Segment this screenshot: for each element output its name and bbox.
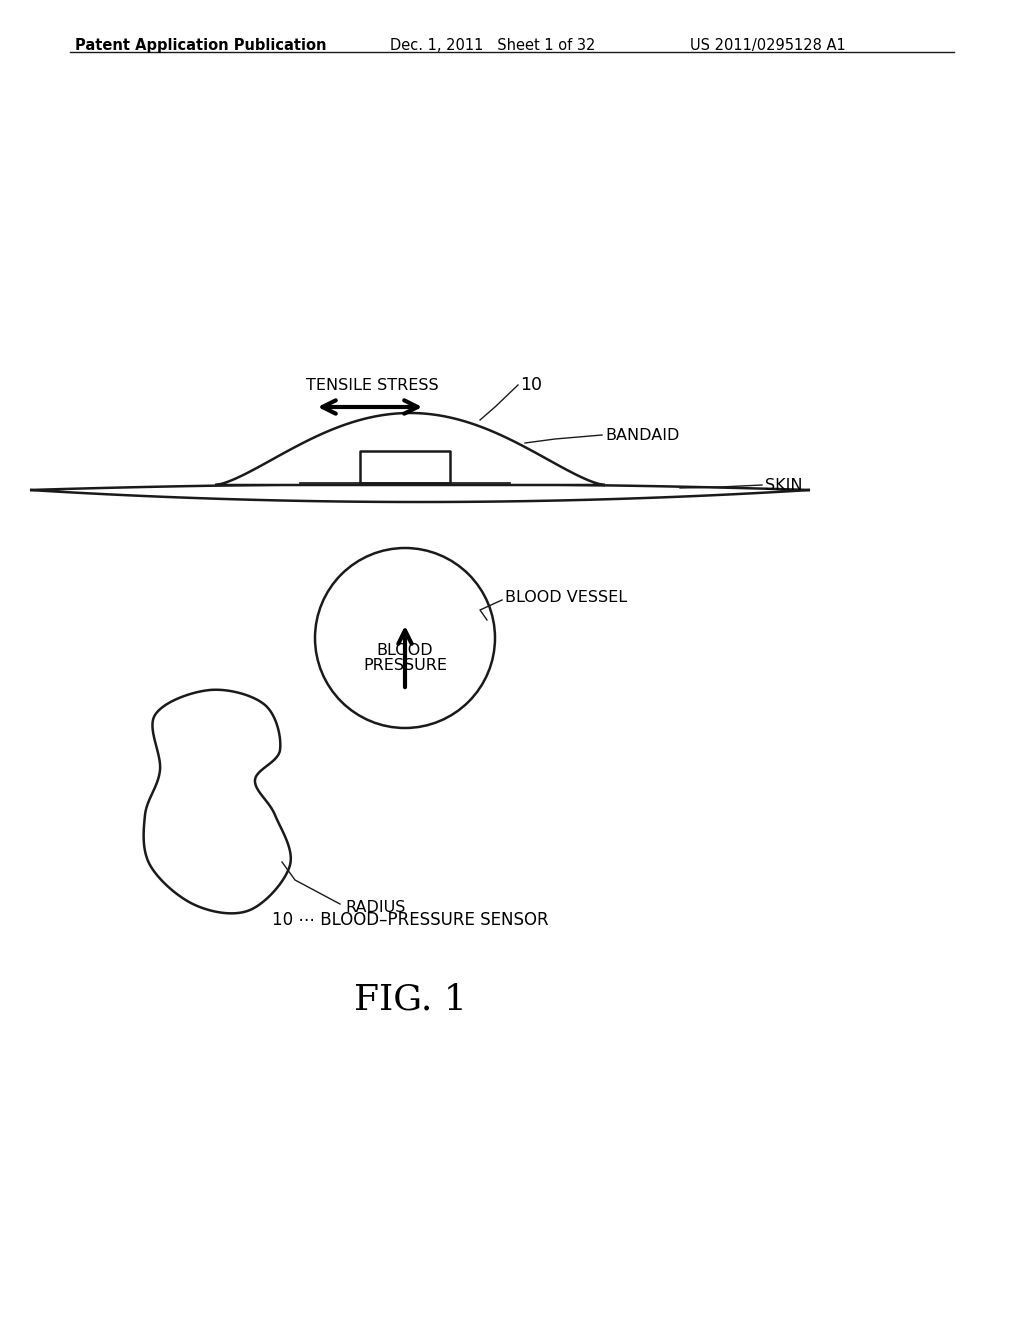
Text: FIG. 1: FIG. 1 bbox=[353, 983, 467, 1016]
Text: RADIUS: RADIUS bbox=[345, 900, 406, 916]
Polygon shape bbox=[143, 690, 291, 913]
Text: SKIN: SKIN bbox=[765, 478, 803, 492]
Text: Patent Application Publication: Patent Application Publication bbox=[75, 38, 327, 53]
Text: Dec. 1, 2011   Sheet 1 of 32: Dec. 1, 2011 Sheet 1 of 32 bbox=[390, 38, 595, 53]
Circle shape bbox=[315, 548, 495, 729]
Polygon shape bbox=[30, 484, 810, 502]
Text: BLOOD: BLOOD bbox=[377, 643, 433, 657]
Text: PRESSURE: PRESSURE bbox=[362, 657, 447, 673]
Polygon shape bbox=[215, 413, 605, 484]
Text: 10 ⋯ BLOOD–PRESSURE SENSOR: 10 ⋯ BLOOD–PRESSURE SENSOR bbox=[271, 911, 548, 929]
Text: US 2011/0295128 A1: US 2011/0295128 A1 bbox=[690, 38, 846, 53]
Text: BANDAID: BANDAID bbox=[605, 428, 679, 442]
Text: TENSILE STRESS: TENSILE STRESS bbox=[306, 378, 438, 393]
Text: BLOOD VESSEL: BLOOD VESSEL bbox=[505, 590, 627, 606]
Text: 10: 10 bbox=[520, 376, 542, 393]
